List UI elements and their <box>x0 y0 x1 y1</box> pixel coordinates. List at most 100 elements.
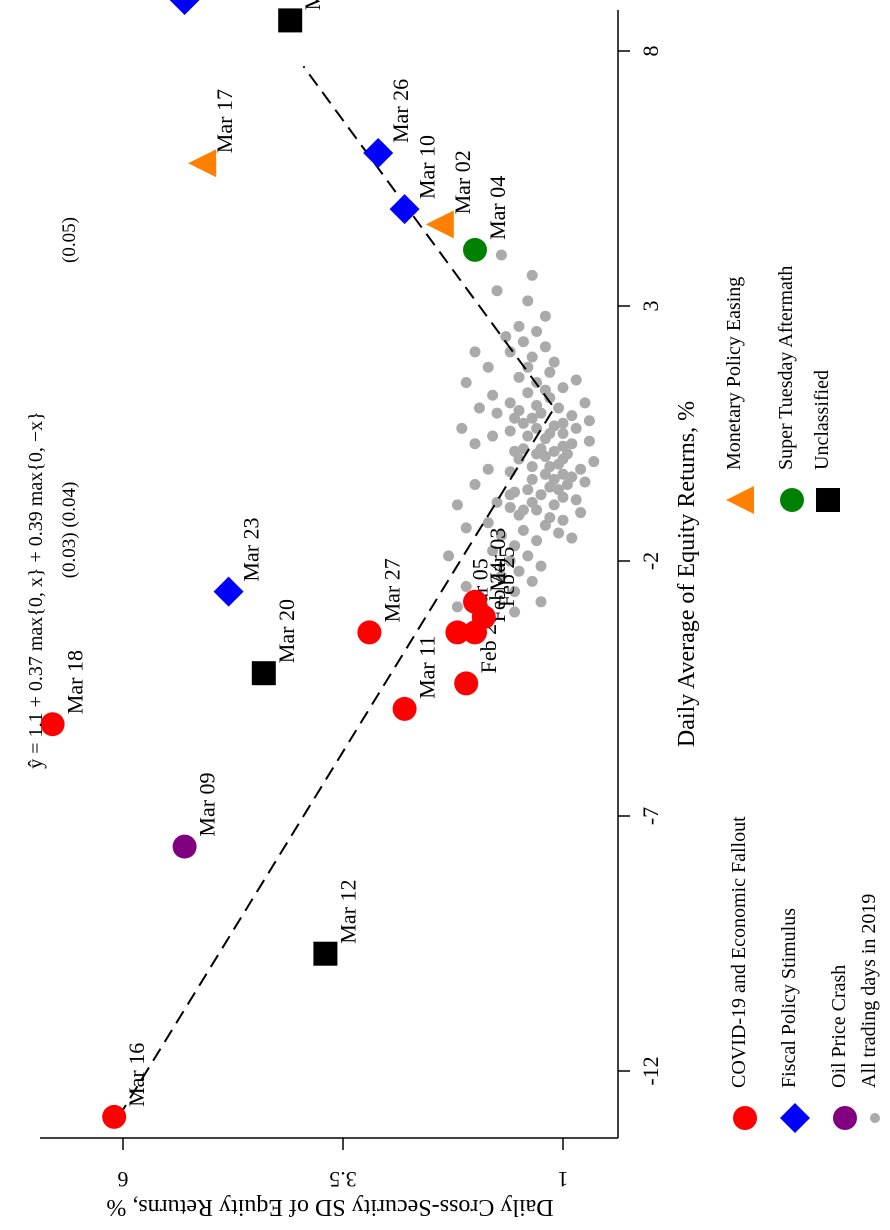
point-2019 <box>491 407 503 419</box>
point-mar-23-label: Mar 23 <box>239 517 264 581</box>
legend-label: Monetary Policy Easing <box>723 277 745 470</box>
point-2019 <box>570 374 582 386</box>
point-2019 <box>557 468 569 480</box>
equation-main: ŷ = 1.1 + 0.37 max{0, x} + 0.39 max{0, −… <box>25 411 47 768</box>
point-2019 <box>557 514 569 526</box>
point-2019 <box>504 397 516 409</box>
legend-marker-b1 <box>780 488 804 512</box>
point-2019 <box>531 326 543 337</box>
point-2019 <box>487 430 499 442</box>
legend-label: All trading days in 2019 <box>858 894 880 1088</box>
point-2019 <box>491 285 503 297</box>
point-2019 <box>566 438 578 450</box>
x-tick-label: -2 <box>638 552 663 570</box>
legend-marker-3 <box>870 1113 880 1123</box>
point-mar-13-label: Mar 13 <box>300 0 325 10</box>
equation-se-1: (0.03) (0.04) <box>59 482 80 579</box>
point-mar-16 <box>102 1104 127 1129</box>
point-2019 <box>539 433 551 445</box>
point-mar-09-label: Mar 09 <box>195 772 220 836</box>
point-2019 <box>531 399 543 411</box>
point-2019 <box>504 489 516 501</box>
point-2019 <box>548 356 560 368</box>
point-2019 <box>570 422 582 434</box>
point-mar-17-label: Mar 17 <box>212 89 237 153</box>
point-mar-04 <box>463 237 487 262</box>
point-2019 <box>451 499 463 511</box>
point-2019 <box>504 425 516 437</box>
point-2019 <box>526 473 538 485</box>
legend-layer: COVID-19 and Economic Fallout Fiscal Poli… <box>723 266 880 1133</box>
legend-marker-b0 <box>726 486 754 514</box>
point-2019 <box>522 430 534 442</box>
point-2019 <box>517 336 529 348</box>
point-2019 <box>526 575 538 587</box>
point-mar-05 <box>445 620 470 645</box>
x-tick-label: 3 <box>638 301 663 312</box>
point-2019 <box>526 461 538 473</box>
point-2019 <box>553 402 565 414</box>
point-mar-11 <box>392 696 417 721</box>
legend-marker-1 <box>780 1103 810 1133</box>
point-2019 <box>526 269 538 281</box>
point-2019 <box>487 389 499 401</box>
point-mar-09 <box>172 834 197 859</box>
point-2019 <box>509 606 521 618</box>
point-2019 <box>566 410 578 422</box>
point-2019 <box>570 494 582 506</box>
point-mar-27 <box>357 620 382 645</box>
point-2019 <box>548 420 560 432</box>
point-2019 <box>539 341 551 353</box>
point-2019 <box>513 371 525 383</box>
point-2019 <box>579 476 591 488</box>
legend-label: Oil Price Crash <box>828 965 850 1088</box>
point-mar-23 <box>213 576 244 607</box>
legend-marker-0 <box>733 1106 757 1130</box>
point-2019 <box>487 545 499 557</box>
point-2019 <box>522 387 534 399</box>
point-2019 <box>504 555 516 567</box>
point-2019 <box>482 463 494 475</box>
legend-label: Super Tuesday Aftermath <box>775 266 797 470</box>
point-mar-20 <box>251 661 276 686</box>
point-2019 <box>482 517 494 529</box>
point-mar-02 <box>425 210 454 239</box>
point-2019 <box>539 384 551 396</box>
point-2019 <box>522 295 534 307</box>
point-mar-27-label: Mar 27 <box>379 558 404 622</box>
point-2019 <box>548 445 560 457</box>
background-2019-points-layer <box>443 249 600 628</box>
point-2019 <box>544 481 556 493</box>
y-tick-label: 6 <box>118 1167 129 1192</box>
point-2019 <box>535 443 547 455</box>
point-2019 <box>460 522 472 534</box>
point-2019 <box>517 417 529 429</box>
point-2019 <box>548 499 560 511</box>
legend-label: COVID-19 and Economic Fallout <box>728 816 750 1088</box>
point-mar-20-label: Mar 20 <box>274 599 299 663</box>
point-2019 <box>509 540 521 552</box>
fitted-line <box>117 65 556 1118</box>
point-2019 <box>535 596 547 608</box>
point-2019 <box>495 570 507 582</box>
point-2019 <box>460 581 472 592</box>
point-2019 <box>456 422 468 434</box>
point-2019 <box>522 550 534 562</box>
point-feb-27 <box>454 671 479 696</box>
point-2019 <box>557 382 569 394</box>
point-2019 <box>535 560 547 572</box>
point-2019 <box>544 366 556 378</box>
y-tick-label: 3.5 <box>329 1167 357 1192</box>
point-2019 <box>522 361 534 373</box>
point-mar-11-label: Mar 11 <box>415 636 440 699</box>
y-tick-label: 1 <box>558 1167 569 1192</box>
point-mar-02-label: Mar 02 <box>450 150 475 214</box>
point-2019 <box>469 438 481 450</box>
axes-layer: -12 -7 -2 3 8 Daily Average of Equity Returns… <box>40 10 700 1220</box>
point-2019 <box>566 471 578 483</box>
point-2019 <box>509 586 521 598</box>
point-2019 <box>495 249 507 261</box>
legend-marker-b2 <box>816 488 840 512</box>
